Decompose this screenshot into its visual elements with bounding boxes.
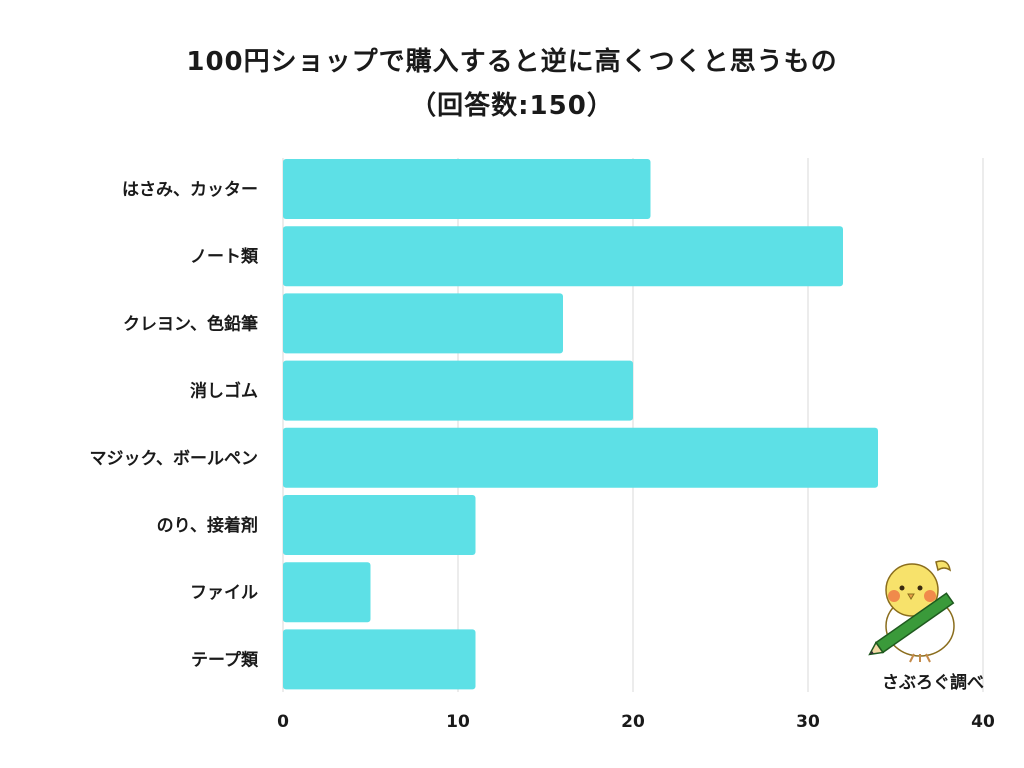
x-tick-label: 30 bbox=[796, 712, 820, 732]
x-tick-label: 40 bbox=[971, 712, 995, 732]
category-label: マジック、ボールペン bbox=[90, 449, 258, 469]
category-label: 消しゴム bbox=[190, 381, 258, 402]
category-label: ノート類 bbox=[190, 247, 259, 267]
bar bbox=[283, 159, 651, 219]
x-tick-label: 0 bbox=[277, 712, 289, 732]
bar bbox=[283, 495, 476, 555]
chart-title-line-2: （回答数:150） bbox=[410, 91, 614, 121]
x-tick-label: 20 bbox=[621, 712, 645, 732]
mascot-icon bbox=[868, 560, 955, 663]
category-labels: はさみ、カッターノート類クレヨン、色鉛筆消しゴムマジック、ボールペンのり、接着剤… bbox=[90, 180, 259, 670]
category-label: クレヨン、色鉛筆 bbox=[123, 313, 258, 334]
category-label: のり、接着剤 bbox=[157, 515, 258, 536]
x-tick-label: 10 bbox=[446, 712, 470, 732]
bars bbox=[283, 159, 878, 690]
bar bbox=[283, 293, 563, 354]
bar bbox=[283, 562, 371, 623]
chart-title: 100円ショップで購入すると逆に高くつくと思うもの （回答数:150） bbox=[0, 40, 1024, 128]
credit-label: さぶろぐ調べ bbox=[882, 673, 984, 693]
bar bbox=[283, 427, 878, 488]
chart-title-line-1: 100円ショップで購入すると逆に高くつくと思うもの bbox=[186, 47, 838, 77]
bar bbox=[283, 360, 633, 421]
bar bbox=[283, 226, 843, 287]
category-label: テープ類 bbox=[191, 649, 259, 670]
x-tick-labels: 0 10 20 30 40 bbox=[277, 712, 995, 732]
bar bbox=[283, 629, 476, 690]
category-label: はさみ、カッター bbox=[122, 180, 258, 200]
category-label: ファイル bbox=[190, 583, 258, 603]
